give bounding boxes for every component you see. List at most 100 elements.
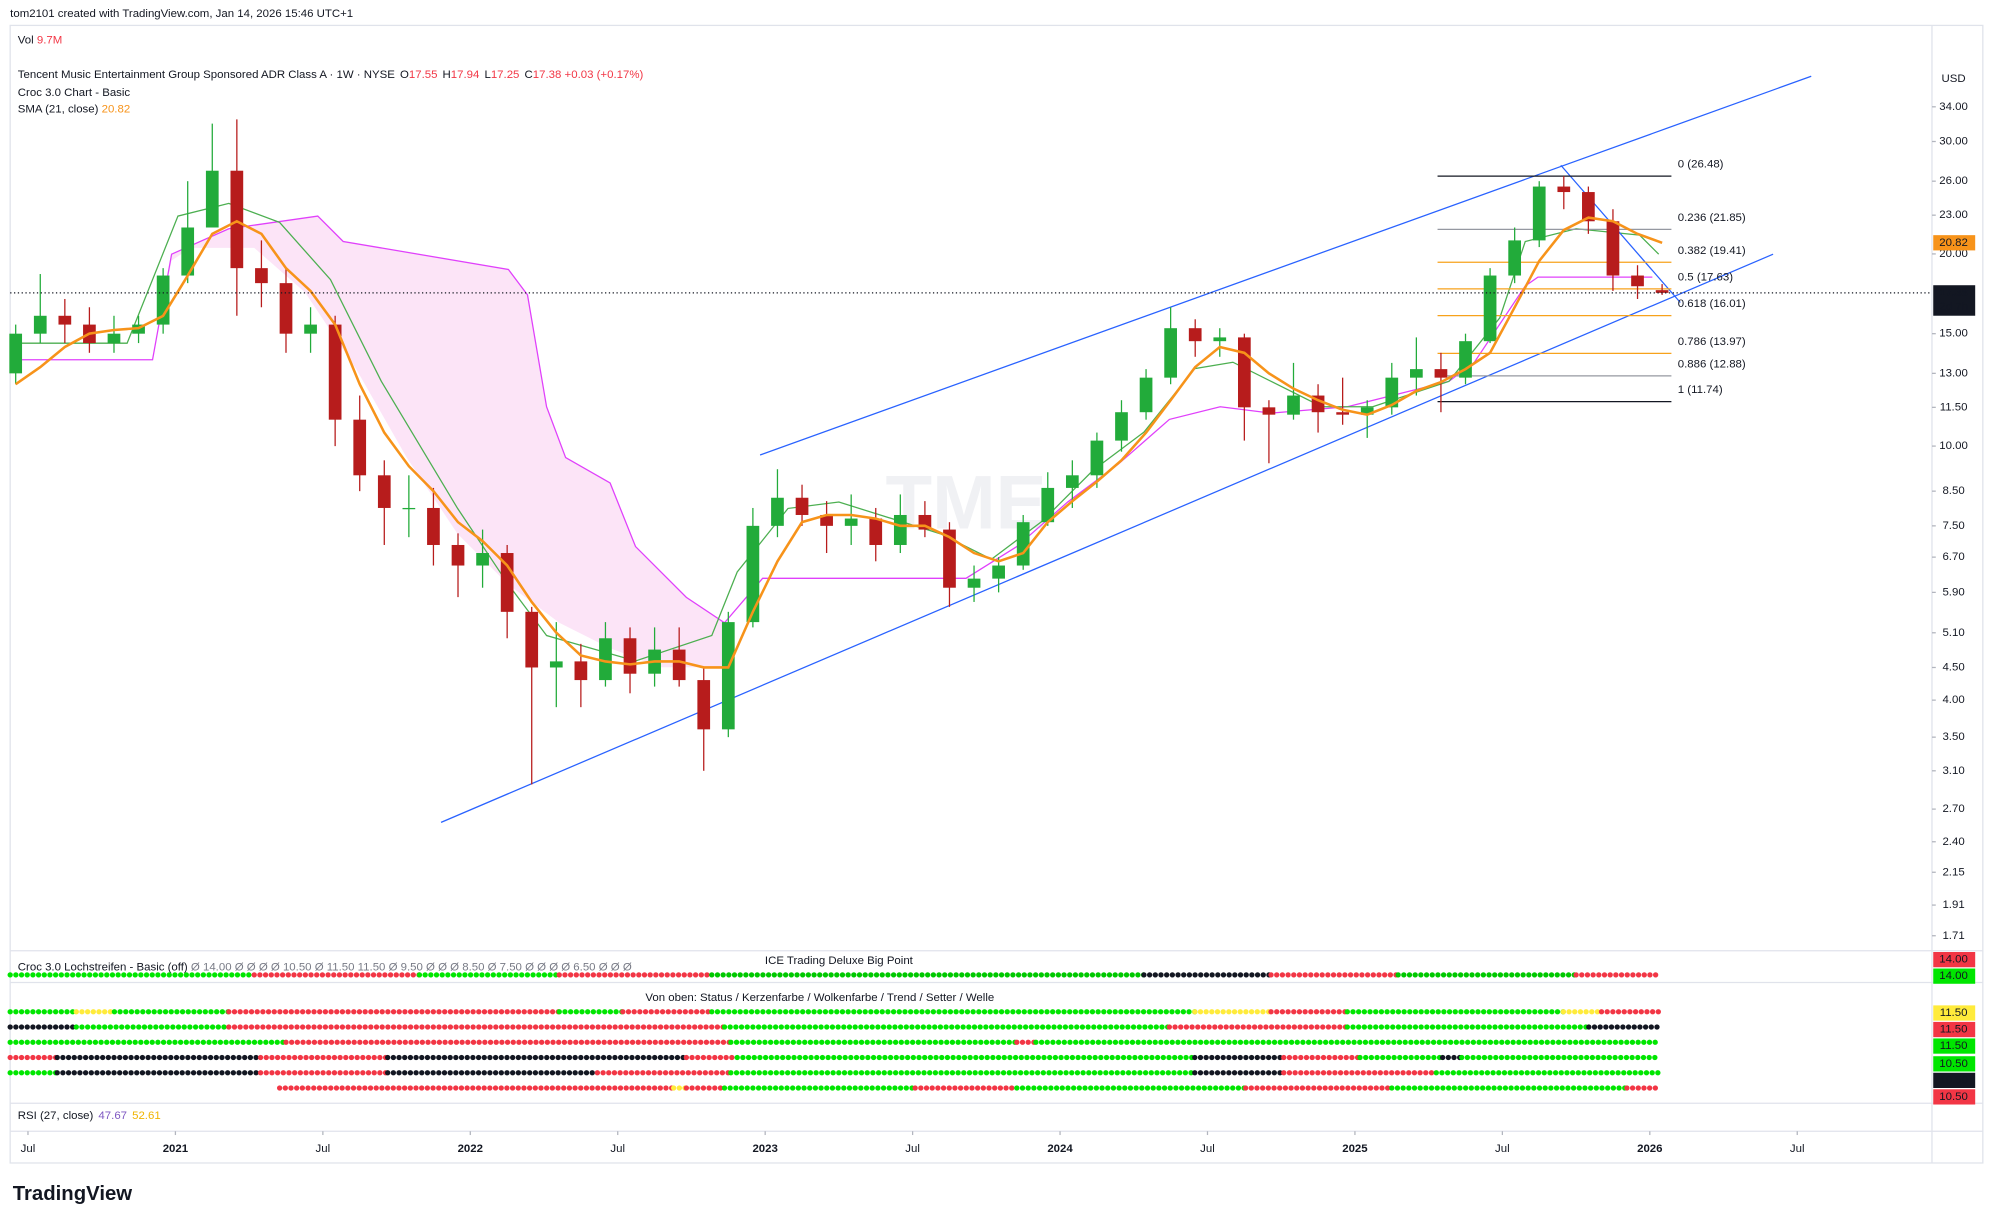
lochstreifen-title: Croc 3.0 Lochstreifen - Basic (off) [18, 961, 188, 973]
candle-body [672, 649, 686, 681]
credit: tom2101 created with TradingView.com, Ja… [10, 8, 353, 20]
candle-body [1385, 377, 1399, 408]
pane-axis-label: 10.50 [1939, 1074, 1968, 1086]
candle-body [967, 578, 981, 588]
sma-legend: SMA (21, close) 20.82 [18, 103, 130, 115]
candle-body [1164, 328, 1177, 378]
y-tick-label: 3.10 [1942, 765, 1964, 777]
fib-label: 0.886 (12.88) [1678, 359, 1746, 371]
candle-body [992, 565, 1005, 579]
candle-body [353, 419, 367, 476]
candle-body [1557, 186, 1571, 193]
y-tick-label: 8.50 [1942, 485, 1964, 497]
y-tick-label: 34.00 [1939, 101, 1968, 113]
countdown: 2d 7h [1939, 301, 1968, 313]
candle-body [1287, 395, 1300, 415]
y-tick-label: 30.00 [1939, 136, 1968, 148]
x-tick-label: Jul [1495, 1143, 1510, 1155]
x-tick-label: Jul [1200, 1143, 1215, 1155]
candle-body [771, 497, 784, 526]
sma-axis-box [1933, 235, 1976, 251]
candle-body [697, 680, 711, 730]
candle-body [33, 315, 47, 334]
candle-body [279, 283, 293, 334]
candle-body [1213, 337, 1227, 342]
x-tick-label: 2026 [1637, 1143, 1662, 1155]
candle-body [1065, 475, 1079, 488]
candle-body [623, 638, 637, 674]
candle-body [1090, 440, 1104, 476]
lochstreifen-values: Ø 14.00 Ø Ø Ø Ø 10.50 Ø 11.50 11.50 Ø 9.… [191, 961, 632, 973]
y-tick-label: 20.00 [1939, 248, 1968, 260]
pane-axis-label: 11.50 [1940, 1040, 1968, 1052]
candle-body [525, 611, 539, 668]
candle-body [574, 661, 588, 681]
quote-key: H [443, 69, 451, 81]
candle-body [402, 507, 416, 510]
y-tick-label: 2.70 [1942, 803, 1964, 815]
currency: USD [1942, 73, 1966, 85]
candle-body [1237, 337, 1251, 408]
price-axis: 34.00 30.00 26.00 23.00 20.00 15.00 13.00 11.50… [1931, 101, 1976, 942]
big-point-title: ICE Trading Deluxe Big Point [765, 955, 914, 967]
y-tick-label: 13.00 [1939, 367, 1968, 379]
candle-body [500, 553, 514, 612]
candle-body [1606, 221, 1620, 276]
x-tick-label: Jul [905, 1143, 920, 1155]
x-tick-label: 2022 [458, 1143, 483, 1155]
pane-axis-box [1933, 1089, 1976, 1105]
price-plot: 0 (26.48) 0.236 (21.85) 0.382 (19.41) 0.5 (… [9, 119, 1932, 785]
fib-label: 0.236 (21.85) [1678, 212, 1746, 224]
y-tick-label: 4.00 [1942, 694, 1964, 706]
candle-body [205, 170, 219, 228]
cloud-line [10, 215, 1653, 624]
candle-body [746, 525, 760, 623]
candle-body [844, 518, 858, 526]
x-tick-label: 2024 [1047, 1143, 1073, 1155]
candle-body [427, 507, 440, 545]
dot-rows [7, 972, 1662, 1091]
quote-key: O [400, 69, 409, 81]
rsi-value: 52.61 [132, 1110, 161, 1122]
candle-body [1115, 412, 1128, 441]
rsi-name: RSI (27, close) [18, 1110, 94, 1122]
y-tick-label: 23.00 [1939, 209, 1968, 221]
pane-axis-label: 14.00 [1939, 970, 1968, 982]
y-tick-label: 3.50 [1942, 731, 1964, 743]
time-axis: Jul 2021 Jul 2022 Jul 2023 Jul 2024 Jul 2025 Jul 20… [21, 1131, 1805, 1155]
candle-body [869, 518, 883, 545]
y-tick-label: 1.91 [1942, 899, 1964, 911]
volume-value: 9.7M [37, 35, 62, 47]
pane-axis-label: 10.50 [1939, 1058, 1968, 1070]
candle-body [1016, 522, 1030, 566]
quote-key: L [484, 69, 490, 81]
candle-body [1262, 407, 1276, 415]
candle-body [230, 170, 244, 269]
candle-body [107, 333, 121, 344]
candle-body [1655, 290, 1669, 293]
pane-axis-box [1933, 1038, 1976, 1054]
candle-body [1631, 275, 1644, 287]
candle-body [304, 324, 317, 334]
sma-value: 20.82 [102, 103, 131, 115]
channel-upper [759, 75, 1812, 456]
candle-body [795, 497, 809, 515]
candle-body [1360, 407, 1374, 415]
quote-value: 17.38 [533, 69, 562, 81]
y-tick-label: 6.70 [1942, 551, 1964, 563]
y-tick-label: 2.15 [1942, 866, 1964, 878]
big-point-subtitle: Von oben: Status / Kerzenfarbe / Wolkenf… [645, 992, 994, 1004]
pane-axis-label: 11.50 [1940, 1024, 1968, 1036]
sma-name: SMA (21, close) [18, 103, 99, 115]
candle-body [1188, 328, 1202, 342]
candle-body [1041, 487, 1055, 523]
candle-body [820, 514, 833, 526]
candle-body [377, 475, 391, 508]
volume-label: Vol [18, 35, 34, 47]
x-tick-label: 2025 [1342, 1143, 1368, 1155]
pane-axis-box [1933, 1072, 1976, 1088]
candle-body [721, 622, 735, 730]
candle-body [1336, 412, 1349, 415]
pane-axis-box [1933, 1005, 1976, 1021]
